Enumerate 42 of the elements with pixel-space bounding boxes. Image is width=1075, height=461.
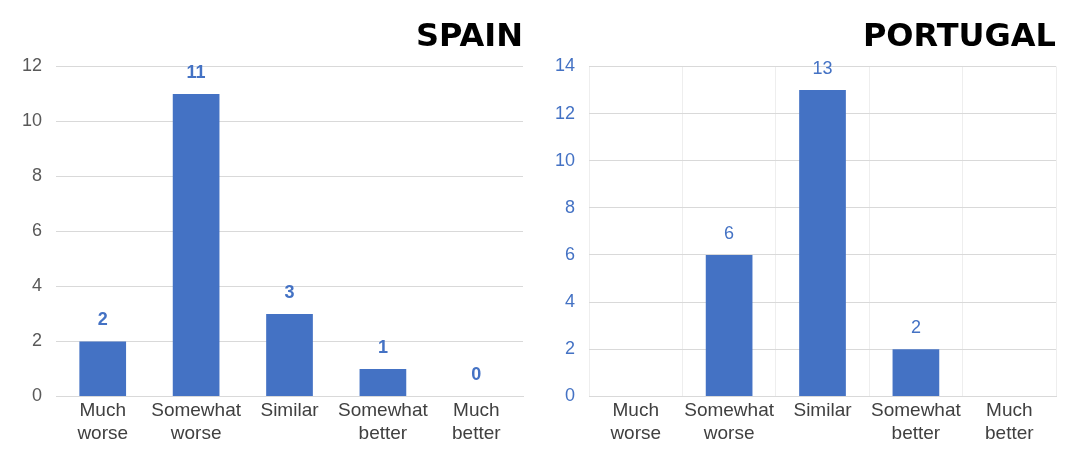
x-tick-label: Similar (793, 399, 853, 421)
y-tick-label: 10 (21, 110, 43, 131)
y-tick-label: 6 (565, 243, 576, 264)
y-tick-label: 12 (21, 55, 43, 76)
data-label: 2 (910, 317, 921, 338)
x-tick-label: Similar (260, 399, 320, 421)
data-label: 1 (377, 336, 388, 357)
x-tick-label: Somewhat worse (151, 399, 242, 443)
chart-title: PORTUGAL (862, 15, 1056, 54)
data-label: 0 (471, 364, 482, 385)
x-tick-label: Somewhat better (871, 399, 962, 443)
data-label: 11 (186, 61, 206, 82)
x-tick-label: Much worse (609, 399, 662, 443)
x-tick-label: Much better (452, 399, 502, 443)
x-tick-label: Much better (985, 399, 1035, 443)
data-label: 3 (284, 281, 295, 302)
x-tick-label: Somewhat better (338, 399, 429, 443)
bar (172, 93, 220, 396)
y-tick-label: 4 (32, 275, 43, 296)
bar (266, 313, 313, 396)
y-tick-label: 10 (554, 149, 576, 170)
y-tick-label: 8 (565, 196, 576, 217)
data-label: 13 (812, 57, 833, 78)
y-tick-label: 0 (32, 385, 43, 406)
bar (799, 89, 846, 396)
bar (705, 254, 753, 396)
y-tick-label: 14 (554, 55, 576, 76)
y-tick-label: 6 (32, 220, 43, 241)
bar (79, 341, 127, 396)
y-tick-label: 2 (32, 330, 43, 351)
y-tick-label: 4 (565, 291, 576, 312)
y-tick-label: 8 (32, 165, 43, 186)
data-label: 2 (97, 309, 108, 330)
data-label: 6 (724, 222, 735, 243)
y-tick-label: 0 (565, 385, 576, 406)
x-tick-label: Somewhat worse (684, 399, 775, 443)
bar (892, 349, 940, 396)
y-tick-label: 12 (554, 102, 576, 123)
y-tick-label: 2 (565, 338, 576, 359)
x-tick-label: Much worse (76, 399, 129, 443)
bar (359, 368, 407, 396)
chart-title: SPAIN (415, 15, 523, 54)
